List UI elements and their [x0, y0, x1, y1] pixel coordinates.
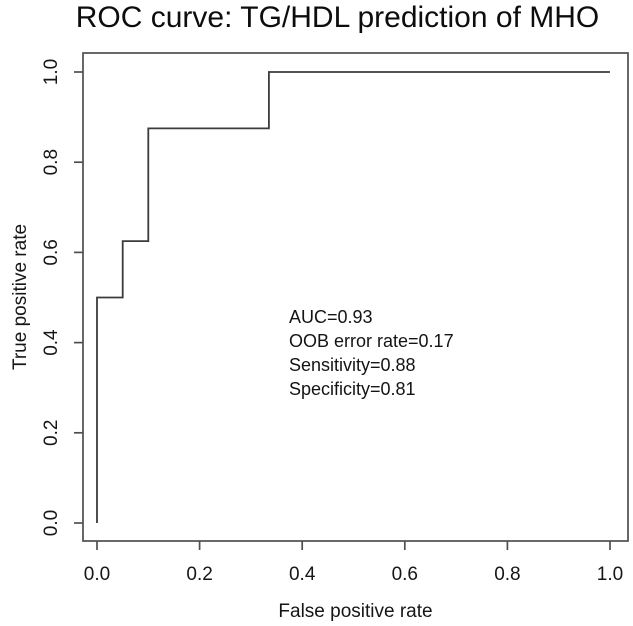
y-axis-title: True positive rate [10, 223, 31, 371]
x-tick-label: 0.8 [494, 564, 520, 585]
x-tick-label: 0.2 [186, 564, 212, 585]
stats-annotation: AUC=0.93 OOB error rate=0.17 Sensitivity=0… [289, 305, 454, 401]
stat-line: AUC=0.93 [289, 307, 373, 327]
y-tick-label: 1.0 [41, 59, 62, 85]
x-tick-label: 0.6 [392, 564, 418, 585]
stat-line: Sensitivity=0.88 [289, 355, 416, 375]
x-axis-title: False positive rate [278, 601, 433, 622]
y-tick-label: 0.0 [41, 510, 62, 536]
y-tick-label: 0.6 [41, 239, 62, 265]
plot-box [82, 52, 629, 542]
roc-curve-line [96, 71, 610, 523]
x-tick-label: 1.0 [597, 564, 623, 585]
y-tick-label: 0.2 [41, 420, 62, 446]
y-tick-label: 0.8 [41, 149, 62, 175]
stat-line: OOB error rate=0.17 [289, 331, 454, 351]
x-tick-label: 0.4 [289, 564, 316, 585]
y-tick-label: 0.4 [41, 329, 62, 356]
stat-line: Specificity=0.81 [289, 379, 416, 399]
x-tick-label: 0.0 [84, 564, 110, 585]
chart-title: ROC curve: TG/HDL prediction of MHO [75, 1, 600, 34]
